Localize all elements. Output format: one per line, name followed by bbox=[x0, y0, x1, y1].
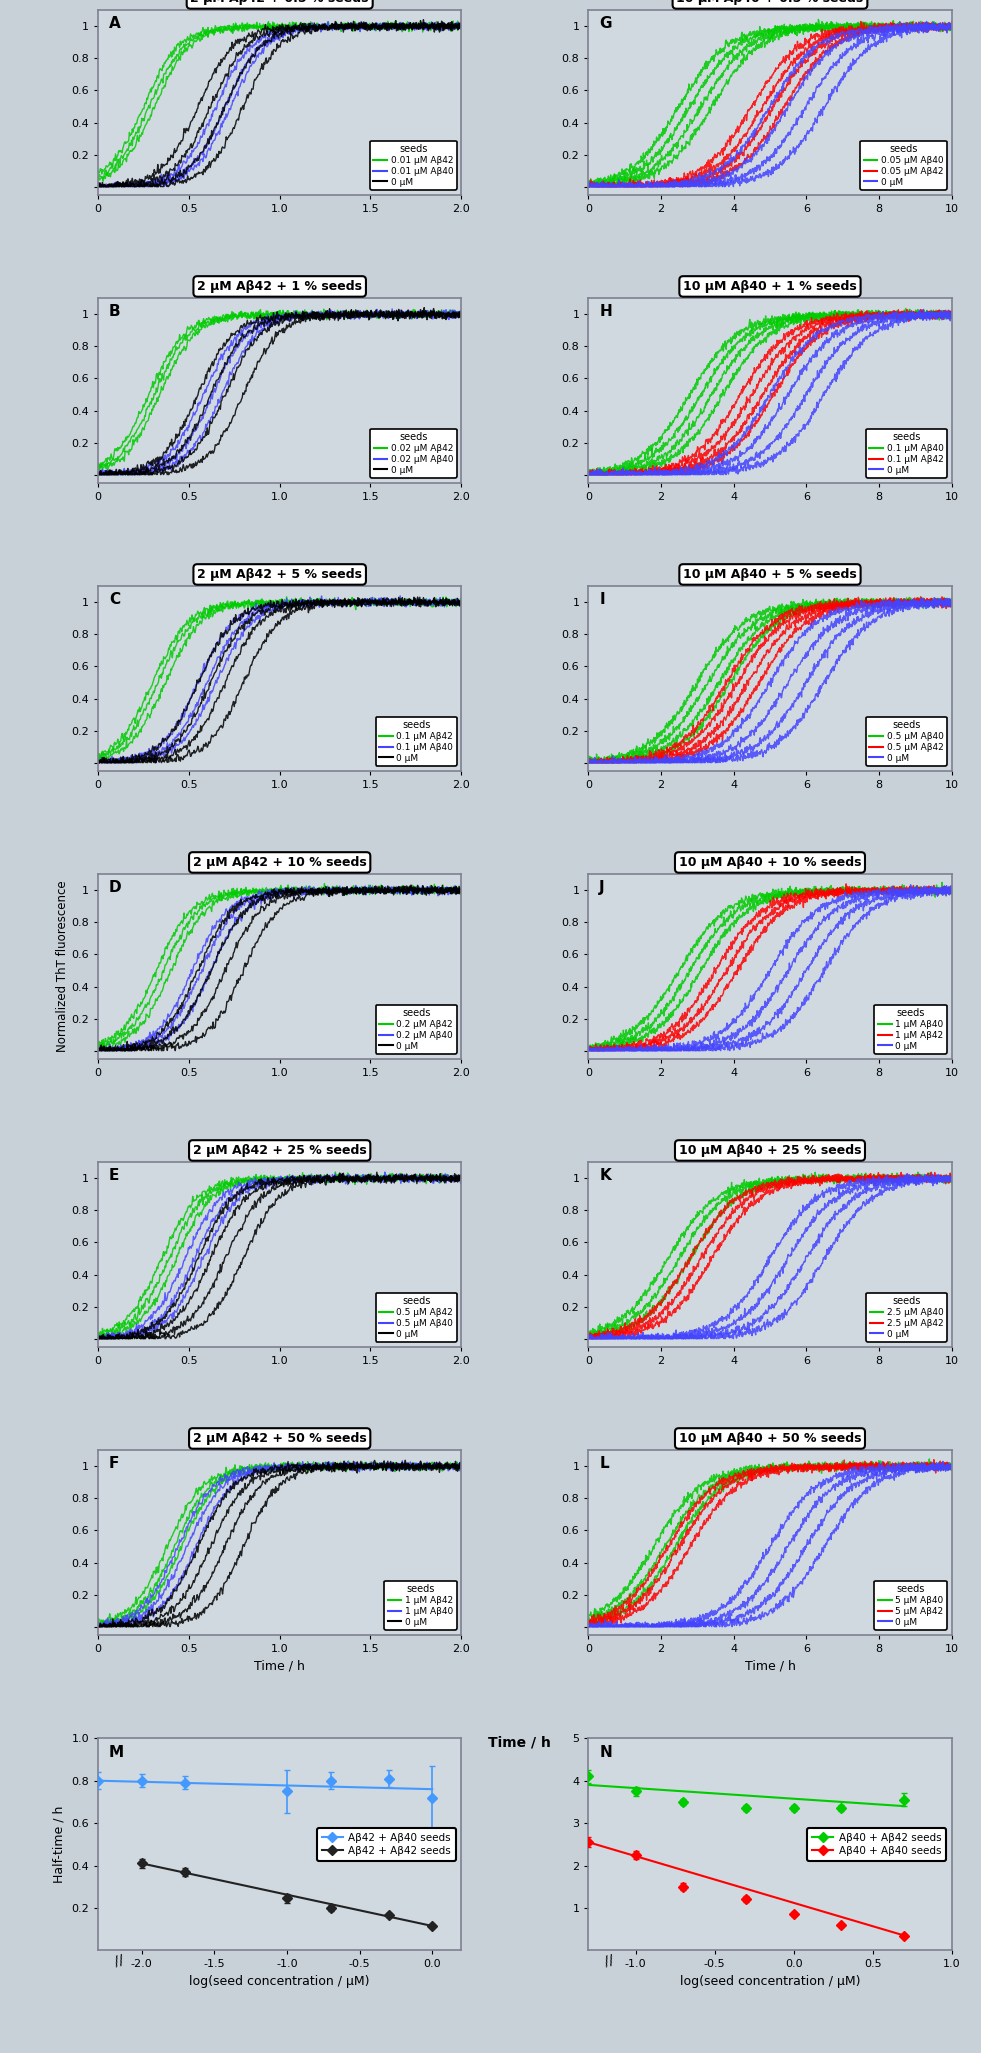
Legend: 0.5 μM Aβ40, 0.5 μM Aβ42, 0 μM: 0.5 μM Aβ40, 0.5 μM Aβ42, 0 μM bbox=[866, 716, 947, 766]
Text: J: J bbox=[599, 881, 605, 895]
Legend: 0.5 μM Aβ42, 0.5 μM Aβ40, 0 μM: 0.5 μM Aβ42, 0.5 μM Aβ40, 0 μM bbox=[376, 1293, 457, 1343]
Text: H: H bbox=[599, 304, 612, 318]
Text: L: L bbox=[599, 1456, 609, 1470]
Text: //: // bbox=[113, 1952, 126, 1969]
Text: Time / h: Time / h bbox=[489, 1735, 551, 1749]
Text: G: G bbox=[599, 16, 612, 31]
Legend: Aβ40 + Aβ42 seeds, Aβ40 + Aβ40 seeds: Aβ40 + Aβ42 seeds, Aβ40 + Aβ40 seeds bbox=[807, 1827, 947, 1862]
Title: 10 μM Aβ40 + 25 % seeds: 10 μM Aβ40 + 25 % seeds bbox=[679, 1144, 861, 1158]
Title: 2 μM Aβ42 + 0.5 % seeds: 2 μM Aβ42 + 0.5 % seeds bbox=[190, 0, 369, 4]
Text: //: // bbox=[603, 1952, 615, 1969]
Y-axis label: Normalized ThT fluorescence: Normalized ThT fluorescence bbox=[56, 881, 69, 1053]
Title: 10 μM Aβ40 + 50 % seeds: 10 μM Aβ40 + 50 % seeds bbox=[679, 1431, 861, 1445]
Legend: 1 μM Aβ42, 1 μM Aβ40, 0 μM: 1 μM Aβ42, 1 μM Aβ40, 0 μM bbox=[385, 1581, 457, 1630]
Title: 2 μM Aβ42 + 1 % seeds: 2 μM Aβ42 + 1 % seeds bbox=[197, 279, 362, 294]
Text: B: B bbox=[109, 304, 121, 318]
Text: D: D bbox=[109, 881, 122, 895]
Text: K: K bbox=[599, 1168, 611, 1183]
Title: 10 μM Aβ40 + 10 % seeds: 10 μM Aβ40 + 10 % seeds bbox=[679, 856, 861, 868]
Title: 2 μM Aβ42 + 50 % seeds: 2 μM Aβ42 + 50 % seeds bbox=[193, 1431, 367, 1445]
Legend: Aβ42 + Aβ40 seeds, Aβ42 + Aβ42 seeds: Aβ42 + Aβ40 seeds, Aβ42 + Aβ42 seeds bbox=[317, 1827, 456, 1862]
Text: I: I bbox=[599, 591, 605, 608]
Text: M: M bbox=[109, 1745, 125, 1759]
Text: C: C bbox=[109, 591, 120, 608]
Legend: 5 μM Aβ40, 5 μM Aβ42, 0 μM: 5 μM Aβ40, 5 μM Aβ42, 0 μM bbox=[874, 1581, 947, 1630]
Title: 10 μM Aβ40 + 0.5 % seeds: 10 μM Aβ40 + 0.5 % seeds bbox=[676, 0, 863, 4]
Text: A: A bbox=[109, 16, 121, 31]
Title: 2 μM Aβ42 + 5 % seeds: 2 μM Aβ42 + 5 % seeds bbox=[197, 569, 362, 581]
X-axis label: log(seed concentration / μM): log(seed concentration / μM) bbox=[680, 1975, 860, 1987]
Legend: 1 μM Aβ40, 1 μM Aβ42, 0 μM: 1 μM Aβ40, 1 μM Aβ42, 0 μM bbox=[874, 1004, 947, 1053]
Text: F: F bbox=[109, 1456, 120, 1470]
Legend: 0.1 μM Aβ40, 0.1 μM Aβ42, 0 μM: 0.1 μM Aβ40, 0.1 μM Aβ42, 0 μM bbox=[866, 429, 947, 478]
Y-axis label: Half-time / h: Half-time / h bbox=[53, 1807, 66, 1883]
Legend: 0.02 μM Aβ42, 0.02 μM Aβ40, 0 μM: 0.02 μM Aβ42, 0.02 μM Aβ40, 0 μM bbox=[370, 429, 457, 478]
Title: 10 μM Aβ40 + 5 % seeds: 10 μM Aβ40 + 5 % seeds bbox=[683, 569, 856, 581]
Title: 2 μM Aβ42 + 25 % seeds: 2 μM Aβ42 + 25 % seeds bbox=[193, 1144, 367, 1158]
Legend: 0.05 μM Aβ40, 0.05 μM Aβ42, 0 μM: 0.05 μM Aβ40, 0.05 μM Aβ42, 0 μM bbox=[860, 140, 947, 191]
Legend: 2.5 μM Aβ40, 2.5 μM Aβ42, 0 μM: 2.5 μM Aβ40, 2.5 μM Aβ42, 0 μM bbox=[866, 1293, 947, 1343]
X-axis label: log(seed concentration / μM): log(seed concentration / μM) bbox=[189, 1975, 370, 1987]
Title: 10 μM Aβ40 + 1 % seeds: 10 μM Aβ40 + 1 % seeds bbox=[683, 279, 856, 294]
Text: N: N bbox=[599, 1745, 612, 1759]
Text: E: E bbox=[109, 1168, 120, 1183]
Legend: 0.2 μM Aβ42, 0.2 μM Aβ40, 0 μM: 0.2 μM Aβ42, 0.2 μM Aβ40, 0 μM bbox=[376, 1004, 457, 1053]
Title: 2 μM Aβ42 + 10 % seeds: 2 μM Aβ42 + 10 % seeds bbox=[193, 856, 367, 868]
Legend: 0.1 μM Aβ42, 0.1 μM Aβ40, 0 μM: 0.1 μM Aβ42, 0.1 μM Aβ40, 0 μM bbox=[376, 716, 457, 766]
X-axis label: Time / h: Time / h bbox=[254, 1659, 305, 1673]
X-axis label: Time / h: Time / h bbox=[745, 1659, 796, 1673]
Legend: 0.01 μM Aβ42, 0.01 μM Aβ40, 0 μM: 0.01 μM Aβ42, 0.01 μM Aβ40, 0 μM bbox=[370, 140, 457, 191]
